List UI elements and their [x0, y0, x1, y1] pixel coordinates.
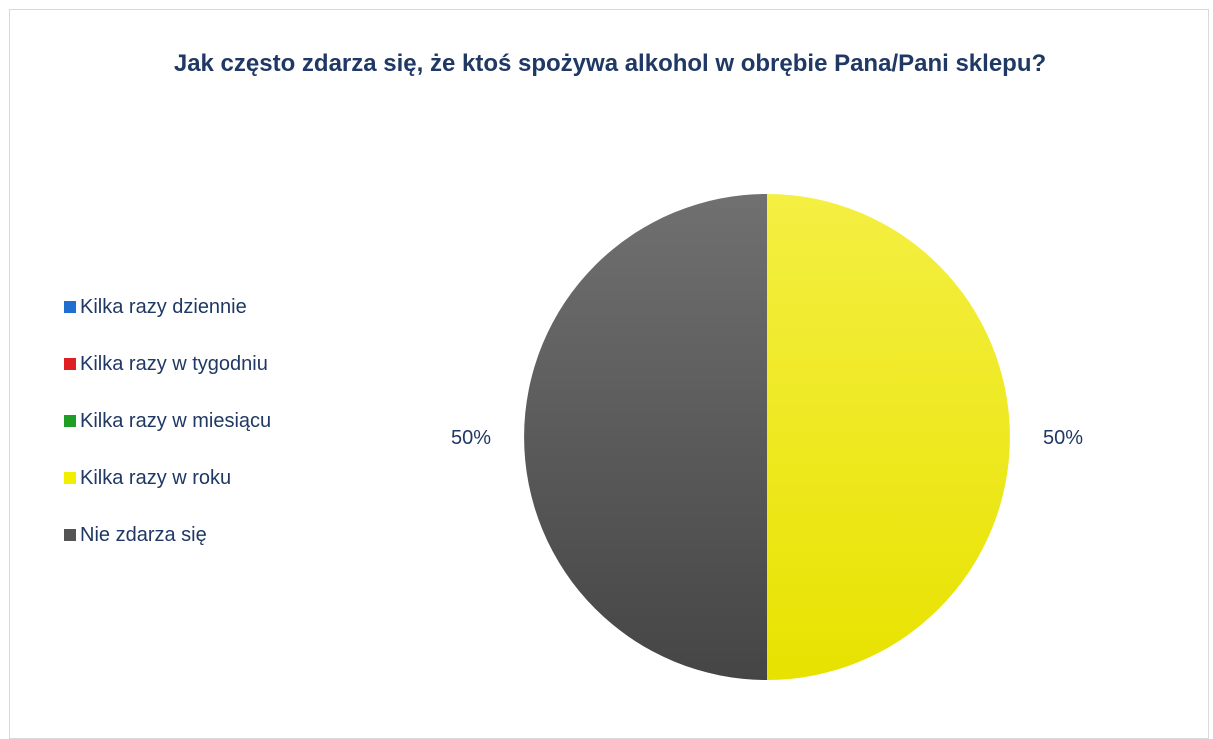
legend-label-nie-zdarza-sie: Nie zdarza się — [80, 523, 207, 546]
legend-item-nie-zdarza-sie: Nie zdarza się — [64, 506, 364, 563]
pie-slice-kilka-razy-w-roku — [767, 194, 1010, 680]
pie-label-3: 50% — [1043, 427, 1083, 449]
chart-frame: Jak często zdarza się, że ktoś spożywa a… — [9, 9, 1209, 739]
legend-swatch-nie-zdarza-sie — [64, 528, 76, 541]
legend-swatch-kilka-razy-w-roku — [64, 471, 76, 484]
legend-swatch-kilka-razy-w-miesiacu — [64, 414, 76, 427]
pie-slices — [524, 194, 1010, 680]
legend-item-kilka-razy-w-tygodniu: Kilka razy w tygodniu — [64, 335, 364, 392]
legend-swatch-kilka-razy-w-tygodniu — [64, 357, 76, 370]
legend-item-kilka-razy-dziennie: Kilka razy dziennie — [64, 278, 364, 335]
pie-chart: 50% 50% — [451, 194, 1083, 680]
legend-item-kilka-razy-w-miesiacu: Kilka razy w miesiącu — [64, 392, 364, 449]
pie-label-4: 50% — [451, 427, 491, 449]
pie-data-labels: 50% 50% — [451, 427, 1083, 449]
legend-item-kilka-razy-w-roku: Kilka razy w roku — [64, 449, 364, 506]
pie-slice-nie-zdarza-si — [524, 194, 767, 680]
legend-label-kilka-razy-dziennie: Kilka razy dziennie — [80, 295, 247, 318]
legend-swatch-kilka-razy-dziennie — [64, 300, 76, 313]
legend-label-kilka-razy-w-tygodniu: Kilka razy w tygodniu — [80, 352, 268, 375]
chart-legend: Kilka razy dziennie Kilka razy w tygodni… — [64, 278, 364, 563]
legend-label-kilka-razy-w-roku: Kilka razy w roku — [80, 466, 232, 489]
chart-title: Jak często zdarza się, że ktoś spożywa a… — [173, 50, 1047, 77]
legend-label-kilka-razy-w-miesiacu: Kilka razy w miesiącu — [80, 409, 272, 432]
